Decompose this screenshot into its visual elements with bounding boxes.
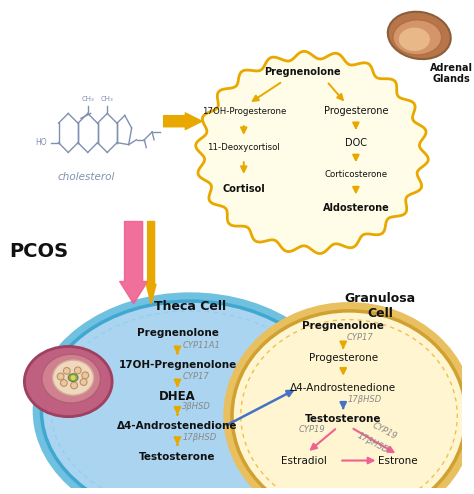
Text: PCOS: PCOS [9,243,69,261]
Text: CYP19: CYP19 [370,421,398,442]
Text: Corticosterone: Corticosterone [324,170,387,179]
Text: Pregnenolone: Pregnenolone [264,68,340,78]
Text: Pregnenolone: Pregnenolone [302,321,384,331]
Text: 17βHSD: 17βHSD [347,395,382,404]
Text: CYP19: CYP19 [299,425,325,434]
Text: cholesterol: cholesterol [57,172,115,182]
Text: Progesterone: Progesterone [324,107,388,117]
Text: CYP17: CYP17 [182,372,209,381]
Text: CH₃: CH₃ [101,96,114,102]
Circle shape [71,382,77,389]
Ellipse shape [388,12,451,59]
Text: Theca Cell: Theca Cell [154,300,226,313]
FancyArrowPatch shape [146,221,156,304]
FancyArrowPatch shape [164,113,202,129]
Text: Testosterone: Testosterone [305,413,382,423]
Circle shape [60,379,67,386]
Text: HO: HO [35,138,47,147]
Ellipse shape [232,311,466,494]
Text: Adrenal
Glands: Adrenal Glands [430,63,473,84]
Text: 17OH-Progesterone: 17OH-Progesterone [201,107,286,116]
Ellipse shape [42,354,100,403]
Text: 17OH-Pregnenolone: 17OH-Pregnenolone [118,360,237,370]
Text: CYP11A1: CYP11A1 [182,341,220,350]
Text: Aldosterone: Aldosterone [322,203,389,213]
Circle shape [64,368,70,374]
Text: Granulosa
Cell: Granulosa Cell [345,292,416,321]
Text: 11-Deoxycortisol: 11-Deoxycortisol [208,143,280,152]
Text: Pregnenolone: Pregnenolone [137,328,219,338]
Text: Estradiol: Estradiol [281,455,327,465]
Ellipse shape [68,374,78,381]
Ellipse shape [223,302,474,494]
Text: DOC: DOC [345,138,367,148]
Text: 17βHSD: 17βHSD [355,431,390,455]
Ellipse shape [33,292,347,494]
Circle shape [82,372,89,379]
Text: CH₃: CH₃ [82,96,94,102]
Ellipse shape [393,20,442,55]
Ellipse shape [399,28,430,51]
Circle shape [74,367,81,374]
Text: Testosterone: Testosterone [139,452,216,461]
Circle shape [80,378,87,385]
Ellipse shape [53,360,93,395]
Text: CYP17: CYP17 [347,333,374,342]
FancyArrowPatch shape [120,221,147,304]
Text: Progesterone: Progesterone [309,353,378,363]
Text: Δ4-Androstenedione: Δ4-Androstenedione [117,421,237,431]
Text: Δ4-Androstenedione: Δ4-Androstenedione [290,383,396,393]
Ellipse shape [41,301,339,494]
Text: DHEA: DHEA [159,390,196,403]
Text: 3βHSD: 3βHSD [182,403,211,412]
Text: 17βHSD: 17βHSD [182,433,217,442]
Polygon shape [196,51,428,253]
Circle shape [57,373,64,380]
Ellipse shape [24,346,112,416]
Text: Estrone: Estrone [378,455,418,465]
Circle shape [71,375,75,380]
Text: Cortisol: Cortisol [222,184,265,195]
